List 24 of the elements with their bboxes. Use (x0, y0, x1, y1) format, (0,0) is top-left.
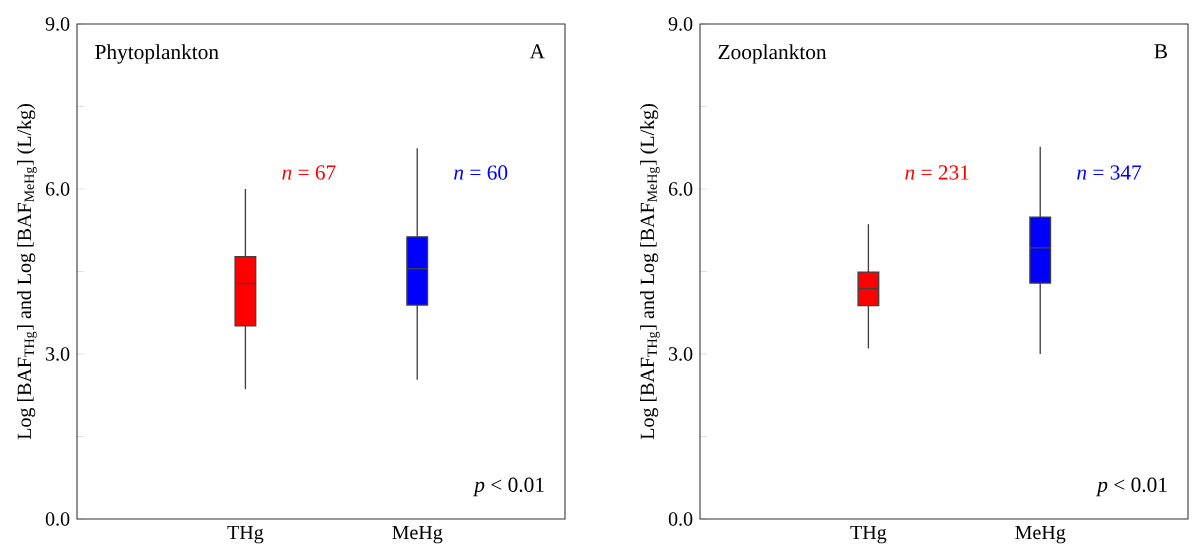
annotation: B (1154, 44, 1167, 59)
annotation: Phytoplankton (95, 44, 219, 64)
y-tick-label: 0.0 (668, 512, 693, 526)
x-tick-label: MeHg (392, 525, 443, 544)
y-tick-label: 9.0 (668, 17, 693, 31)
y-tick-label: 6.0 (45, 182, 70, 196)
x-tick-label: MeHg (1015, 525, 1066, 544)
annotation: p < 0.01 (1096, 477, 1167, 497)
annotation: Zooplankton (718, 44, 827, 64)
y-tick-label: 0.0 (45, 512, 70, 526)
annotation: n = 231 (905, 165, 969, 180)
x-tick-label: THg (227, 525, 264, 544)
annotation: n = 347 (1077, 165, 1142, 180)
y-tick-label: 6.0 (668, 182, 693, 196)
y-tick-label: 3.0 (46, 347, 70, 361)
annotation: p < 0.01 (473, 477, 544, 497)
annotation: n = 60 (454, 165, 508, 180)
x-tick-label: THg (850, 525, 887, 544)
annotation: n = 67 (282, 165, 336, 180)
y-axis-title: Log [BAF$_{THg}$] and Log [BAF$_{MeHg}$] (L/kg) (640, 104, 660, 440)
y-tick-label: 3.0 (669, 347, 693, 361)
y-tick-label: 9.0 (45, 17, 70, 31)
y-axis-title: Log [BAF$_{THg}$] and Log [BAF$_{MeHg}$] (L/kg) (17, 104, 37, 440)
annotation: A (529, 44, 545, 59)
